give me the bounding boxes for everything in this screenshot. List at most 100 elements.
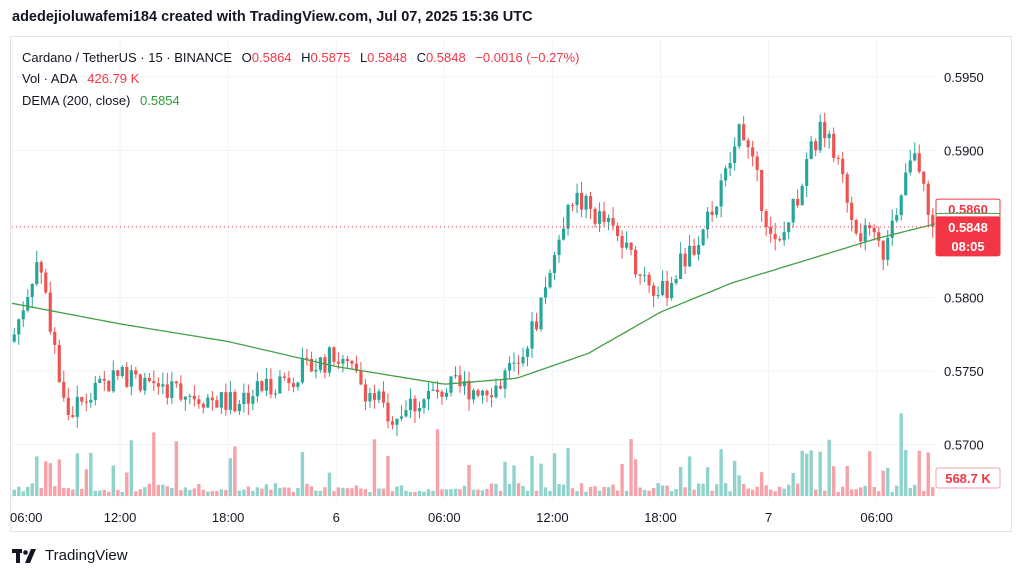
candle-body xyxy=(818,121,822,151)
candle-body xyxy=(638,274,642,276)
volume-marker-tag-text: 568.7 K xyxy=(945,471,991,486)
volume-bar xyxy=(300,452,305,496)
volume-bar xyxy=(188,489,192,496)
candle-body xyxy=(143,377,147,391)
volume-bar xyxy=(264,484,269,496)
candle-body xyxy=(606,217,611,222)
volume-bar xyxy=(602,486,606,496)
candle-body xyxy=(566,204,570,229)
volume-bar xyxy=(336,487,341,496)
candle-body xyxy=(498,385,503,389)
volume-bar xyxy=(561,484,566,496)
candle-body xyxy=(593,208,597,224)
candle-body xyxy=(300,357,304,383)
volume-bar xyxy=(575,491,579,496)
legend-dema-label: DEMA (200, close) xyxy=(22,93,131,108)
candle-body xyxy=(395,418,399,425)
candle-body xyxy=(643,274,647,276)
volume-bar xyxy=(89,452,93,496)
candle-body xyxy=(102,378,106,381)
volume-bar xyxy=(858,487,863,496)
volume-bar xyxy=(372,439,377,496)
candle-body xyxy=(413,398,417,412)
volume-bar xyxy=(453,488,458,496)
volume-bar xyxy=(282,487,287,496)
volume-bar xyxy=(836,491,840,496)
candle-body xyxy=(134,370,138,375)
tradingview-logo[interactable]: TradingView xyxy=(12,547,128,564)
candle-body xyxy=(219,392,223,408)
candle-body xyxy=(80,397,84,402)
candle-body xyxy=(539,297,543,330)
volume-bar xyxy=(444,489,449,496)
time-tick-label: 7 xyxy=(765,510,772,525)
volume-bar xyxy=(786,484,791,496)
volume-bar xyxy=(116,489,120,496)
last-price-tag-box xyxy=(935,216,1001,257)
volume-bar xyxy=(881,470,885,496)
volume-bar xyxy=(890,491,894,496)
candle-body xyxy=(237,404,241,412)
legend-symbol: Cardano / TetherUS · 15 · BINANCE xyxy=(22,50,233,65)
candle-body xyxy=(179,383,183,400)
volume-bar xyxy=(260,488,264,496)
tradingview-logo-text: TradingView xyxy=(45,547,128,564)
candle-body xyxy=(296,382,300,387)
volume-bar xyxy=(606,487,611,496)
candle-body xyxy=(616,225,620,236)
volume-bar xyxy=(917,450,921,496)
volume-bar xyxy=(26,486,30,496)
candle-body xyxy=(521,356,525,364)
candle-body xyxy=(111,370,115,392)
volume-bar xyxy=(138,489,143,496)
volume-bar xyxy=(467,464,471,496)
volume-bar xyxy=(809,450,813,496)
candle-body xyxy=(255,381,259,397)
candle-body xyxy=(273,393,277,395)
time-tick-label: 06:00 xyxy=(428,510,461,525)
volume-bar xyxy=(449,489,453,496)
volume-bar xyxy=(620,464,624,496)
volume-bar xyxy=(503,461,507,496)
candle-body xyxy=(417,407,422,412)
candle-body xyxy=(246,392,250,404)
candle-body xyxy=(435,389,440,392)
candle-body xyxy=(620,235,624,248)
candle-body xyxy=(489,395,494,398)
candle-body xyxy=(836,157,840,159)
volume-bar xyxy=(80,488,84,496)
legend-high-label: H xyxy=(301,50,311,65)
volume-bar xyxy=(728,491,732,496)
volume-bar xyxy=(782,488,786,496)
candle-body xyxy=(62,381,66,398)
candle-body xyxy=(850,202,854,220)
candle-body xyxy=(309,358,313,372)
volume-bar xyxy=(913,484,917,496)
volume-bar xyxy=(922,490,926,496)
candle-body xyxy=(530,321,534,349)
volume-bar xyxy=(800,450,804,496)
volume-bar xyxy=(273,483,278,496)
volume-bar xyxy=(368,491,372,496)
volume-bar xyxy=(408,491,413,496)
volume-bar xyxy=(840,486,845,496)
candle-body xyxy=(665,281,669,299)
tradingview-logo-icon xyxy=(12,548,36,563)
volume-bar xyxy=(179,490,183,496)
volume-bar xyxy=(161,484,165,496)
volume-bar xyxy=(665,485,669,496)
candle-body xyxy=(877,232,881,241)
grid-lines xyxy=(11,40,935,500)
volume-bar xyxy=(701,483,705,496)
candle-body xyxy=(165,384,169,399)
candle-body xyxy=(287,377,291,384)
time-tick-label: 06:00 xyxy=(10,510,43,525)
candle-body xyxy=(629,242,633,250)
legend-ohlc: Cardano / TetherUS · 15 · BINANCE O0.586… xyxy=(22,50,585,65)
volume-bar xyxy=(224,489,228,496)
candle-body xyxy=(138,374,142,391)
candle-body xyxy=(264,378,268,391)
candle-body xyxy=(89,399,93,403)
candle-body xyxy=(30,283,34,298)
